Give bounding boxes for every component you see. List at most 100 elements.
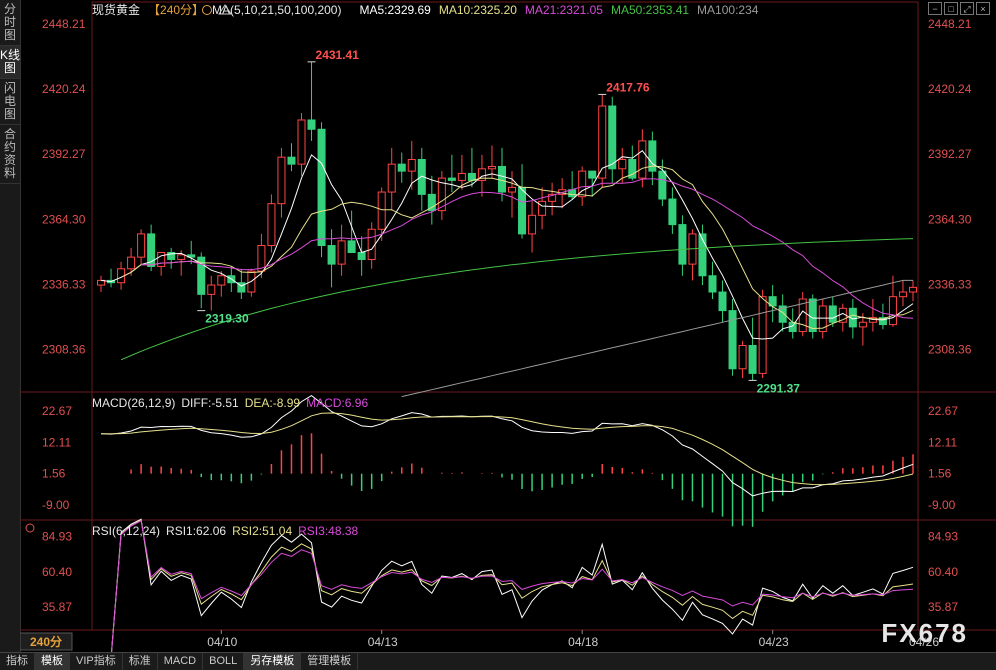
candle-body <box>858 321 867 328</box>
rsi1-line <box>111 518 914 652</box>
candle-body <box>217 275 226 286</box>
chart-mode-sidebar: 分时图 K线图 闪电图 合约资料 <box>0 0 21 652</box>
price-axis-label-right: 2420.24 <box>928 82 972 96</box>
candle-body <box>287 156 296 165</box>
bottom-tab-4[interactable]: MACD <box>158 653 204 670</box>
restore-icon[interactable]: □ <box>944 2 958 15</box>
candles-group <box>97 61 917 381</box>
macd-axis-label-left: 12.11 <box>42 435 71 449</box>
rsi-axis-label-right: 35.87 <box>928 600 958 614</box>
rsi-header: RSI(6,12,24) RSI1:62.06 RSI2:51.04 RSI3:48.… <box>92 524 359 538</box>
candle-body <box>337 240 346 265</box>
candle-body <box>367 228 376 260</box>
bottom-tab-3[interactable]: 标准 <box>123 653 158 670</box>
rsi-axis-label-right: 84.93 <box>928 530 958 544</box>
sidebar-tab-3[interactable]: 合约资料 <box>0 125 20 184</box>
candle-body <box>898 291 907 298</box>
candle-body <box>357 252 366 260</box>
date-axis-label: 04/26 <box>909 635 939 649</box>
rsi2-line <box>111 519 914 652</box>
bottom-tab-2[interactable]: VIP指标 <box>70 653 123 670</box>
bottom-tab-6[interactable]: 另存模板 <box>244 653 302 670</box>
sidebar-tab-2[interactable]: 闪电图 <box>0 79 20 125</box>
macd-axis-label-right: 1.56 <box>928 467 952 481</box>
candle-body <box>497 165 506 193</box>
price-axis-label-right: 2392.27 <box>928 147 972 161</box>
watermark-logo: FX678 <box>881 618 968 648</box>
rsi-axis-label-right: 60.40 <box>928 565 958 579</box>
header-ma21: MA21:2321.05 <box>525 3 603 17</box>
candle-body <box>167 252 176 260</box>
candle-body <box>768 296 777 307</box>
ma21-line <box>141 178 914 319</box>
candle-body <box>377 191 386 230</box>
candle-body <box>387 163 396 193</box>
candle-body <box>197 256 206 295</box>
candle-body <box>528 214 537 235</box>
macd-diff-line <box>100 394 914 497</box>
header-ma50: MA50:2353.41 <box>611 3 689 17</box>
price-axis-label-left: 2420.24 <box>42 82 86 96</box>
candle-body <box>678 224 687 265</box>
annotation-low1: 2319.30 <box>205 312 249 326</box>
macd-axis-label-right: -9.00 <box>928 498 956 512</box>
candle-body <box>157 252 166 267</box>
maximize-icon[interactable]: ⤢ <box>960 2 974 15</box>
candle-body <box>888 296 897 326</box>
bottom-tab-7[interactable]: 管理模板 <box>301 653 359 670</box>
rsi-header-rsi2: RSI2:51.04 <box>232 524 292 538</box>
annotation-low2: 2291.37 <box>757 381 801 395</box>
bottom-tab-0[interactable]: 指标 <box>0 653 35 670</box>
candle-body <box>608 105 617 170</box>
header-ma_label: MA(5,10,21,50,100,200) <box>212 3 341 17</box>
candle-body <box>257 245 266 272</box>
macd-axis-label-right: 22.67 <box>928 404 958 418</box>
candle-body <box>397 163 406 172</box>
price-axis-label-left: 2308.36 <box>42 342 86 356</box>
close-icon[interactable]: × <box>976 2 990 15</box>
candle-body <box>277 156 286 205</box>
header-ma10: MA10:2325.20 <box>439 3 517 17</box>
price-axis-label-left: 2448.21 <box>42 17 86 31</box>
date-axis-label: 04/13 <box>368 635 398 649</box>
candle-body <box>508 186 517 193</box>
sidebar-tab-0[interactable]: 分时图 <box>0 0 20 46</box>
rsi-axis-label-left: 60.40 <box>42 565 72 579</box>
bottom-tab-1[interactable]: 模板 <box>35 653 70 670</box>
header-period_tag: 【240分】 <box>148 3 204 17</box>
candle-body <box>437 177 446 212</box>
macd-axis-label-left: 1.56 <box>42 467 66 481</box>
candle-body <box>658 170 667 200</box>
price-axis-label-right: 2308.36 <box>928 342 972 356</box>
bottom-tab-5[interactable]: BOLL <box>203 653 245 670</box>
candle-body <box>447 177 456 181</box>
chart-canvas[interactable]: 2448.21 2448.21 2420.24 2420.24 2392.27 2392.… <box>20 0 996 652</box>
sidebar-tab-1[interactable]: K线图 <box>0 46 20 79</box>
macd-header-macd: MACD:6.96 <box>306 396 368 410</box>
candle-body <box>417 159 426 195</box>
candle-body <box>758 296 767 374</box>
macd-axis-label-left: 22.67 <box>42 404 72 418</box>
minimize-icon[interactable]: − <box>928 2 942 15</box>
candle-body <box>457 172 466 181</box>
triangle-icon <box>218 4 232 15</box>
macd-header-diff: DIFF:-5.51 <box>181 396 239 410</box>
candle-body <box>317 128 326 247</box>
date-axis-label: 04/23 <box>759 635 789 649</box>
ma50-line <box>120 238 914 361</box>
candle-body <box>808 298 817 333</box>
period-button[interactable] <box>20 632 73 651</box>
rsi-header-label: RSI(6,12,24) <box>92 524 160 538</box>
rsi-axis-label-left: 84.93 <box>42 530 72 544</box>
candle-body <box>407 159 416 172</box>
price-axis-label-left: 2364.30 <box>42 212 86 226</box>
rsi-header-rsi3: RSI3:48.38 <box>298 524 358 538</box>
candle-body <box>628 159 637 179</box>
candle-body <box>267 203 276 247</box>
candle-body <box>427 193 436 212</box>
reset-icon <box>202 5 212 15</box>
macd-header: MACD(26,12,9) DIFF:-5.51 DEA:-8.99 MACD:6.9… <box>92 396 368 410</box>
macd-axis-label-right: 12.11 <box>928 435 957 449</box>
rsi-header-rsi1: RSI1:62.06 <box>166 524 226 538</box>
candle-body <box>728 310 737 370</box>
